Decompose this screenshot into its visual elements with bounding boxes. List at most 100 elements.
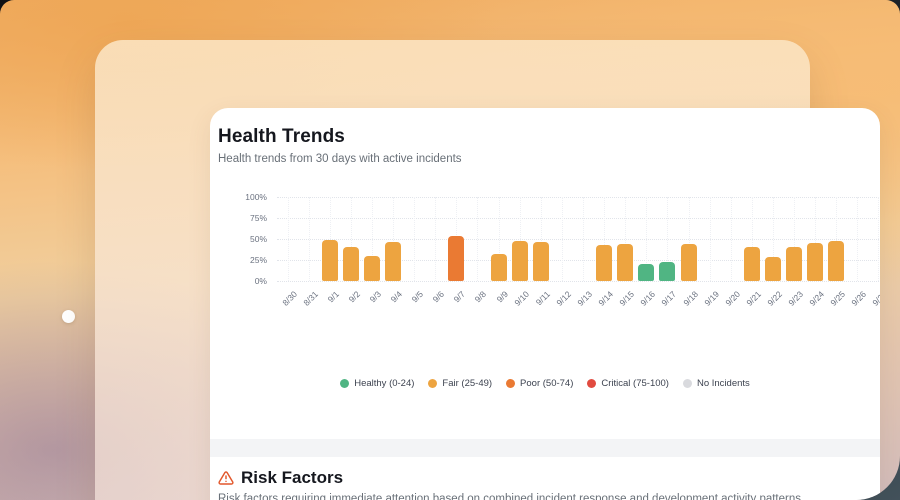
v-gridline [414,197,416,281]
legend-dot-icon [506,379,516,388]
risk-factors-section: Risk Factors Risk factors requiring imme… [218,468,872,500]
y-tick-label: 0% [254,276,267,286]
x-tick-label: 9/10 [511,289,531,308]
x-tick-label: 9/17 [659,289,679,308]
y-tick-label: 50% [249,234,267,244]
chart-bar-9/17[interactable] [659,261,676,281]
v-gridline [815,197,817,281]
x-tick-label: 9/14 [596,289,616,308]
chart-bar-9/21[interactable] [743,246,760,281]
v-gridline [857,197,859,281]
x-tick-label: 9/23 [786,289,806,308]
risk-factors-header: Risk Factors [218,468,872,488]
warning-triangle-icon [218,470,234,486]
v-gridline [751,197,753,281]
x-tick-label: 9/1 [325,289,341,305]
health-trends-chart: 100% 75% 50% 25% 0% 8/30 8/31 9/1 9/2 9/3 9/4 9/5 9… [210,185,880,315]
health-trends-card: Health Trends Health trends from 30 days… [210,108,880,500]
page-title: Health Trends [218,126,345,147]
legend-item[interactable]: No Incidents [682,378,750,389]
v-gridline [350,197,352,281]
x-tick-label: 9/15 [617,289,637,308]
legend-label: Critical (75-100) [601,378,669,389]
chart-plot [277,197,880,282]
v-gridline [646,197,648,281]
chart-bar-9/3[interactable] [363,255,380,281]
v-gridline [625,197,627,281]
x-tick-label: 9/26 [849,289,869,308]
chart-bar-9/11[interactable] [532,241,549,281]
v-gridline [519,197,521,281]
v-gridline [287,197,289,281]
x-tick-label: 9/18 [680,289,700,308]
chart-bar-9/2[interactable] [342,246,359,281]
chart-bar-9/16[interactable] [638,264,655,281]
x-tick-label: 9/8 [473,289,489,305]
x-tick-label: 9/12 [554,289,573,308]
v-gridline [477,197,479,281]
v-gridline [794,197,796,281]
legend-item[interactable]: Healthy (0-24) [340,378,414,389]
h-gridline [277,260,880,261]
x-tick-label: 9/19 [701,289,721,308]
x-tick-label: 9/2 [346,289,362,305]
legend-dot-icon [682,379,692,388]
x-tick-label: 9/9 [494,289,510,305]
chart-bar-9/9[interactable] [490,254,507,281]
v-gridline [709,197,711,281]
x-tick-label: 8/31 [300,289,320,308]
legend-label: Healthy (0-24) [354,378,415,389]
risk-factors-title: Risk Factors [241,468,344,487]
x-tick-label: 9/6 [430,289,447,305]
chart-bar-9/14[interactable] [596,244,613,281]
chart-bar-9/7[interactable] [448,236,465,281]
h-gridline [277,218,880,219]
v-gridline [730,197,732,281]
x-tick-label: 9/20 [723,289,742,308]
chart-bar-9/22[interactable] [764,257,781,281]
legend-dot-icon [428,379,438,388]
x-tick-label: 9/7 [452,289,468,305]
y-tick-label: 75% [249,213,267,223]
chart-bar-9/23[interactable] [786,246,803,281]
x-tick-label: 9/25 [828,289,848,308]
app-window: Health Trends Health trends from 30 days… [95,40,880,500]
x-tick-label: 9/22 [765,289,784,308]
v-gridline [836,197,838,281]
h-gridline [277,281,880,282]
chart-bar-9/25[interactable] [828,240,845,281]
section-divider [210,439,880,457]
v-gridline [667,197,669,281]
chart-legend: Healthy (0-24) Fair (25-49) Poor (50-74) Cr… [210,378,880,389]
chart-bar-9/15[interactable] [617,244,634,281]
chart-bar-9/24[interactable] [807,243,824,281]
v-gridline [561,197,563,281]
legend-item[interactable]: Poor (50-74) [506,378,573,389]
x-tick-label: 9/24 [807,289,827,308]
x-tick-label: 9/3 [367,289,384,305]
v-gridline [604,197,606,281]
v-gridline [498,197,500,281]
v-gridline [435,197,437,281]
h-gridline [277,239,880,240]
v-gridline [393,197,395,281]
legend-dot-icon [340,379,350,388]
background-dot [62,310,75,323]
v-gridline [772,197,774,281]
v-gridline [329,197,331,281]
y-tick-label: 100% [245,192,267,202]
v-gridline [308,197,310,281]
legend-item[interactable]: Fair (25-49) [428,378,492,389]
page-subtitle: Health trends from 30 days with active i… [218,153,462,165]
chart-bar-9/10[interactable] [511,240,528,281]
chart-bar-9/4[interactable] [385,241,402,281]
x-tick-label: 9/16 [638,289,658,308]
x-tick-label: 9/13 [575,289,595,308]
x-tick-label: 9/5 [409,289,426,305]
chart-bar-9/1[interactable] [321,239,338,281]
v-gridline [540,197,542,281]
legend-item[interactable]: Critical (75-100) [587,378,669,389]
chart-bar-9/18[interactable] [680,244,697,281]
legend-label: Poor (50-74) [520,378,574,389]
